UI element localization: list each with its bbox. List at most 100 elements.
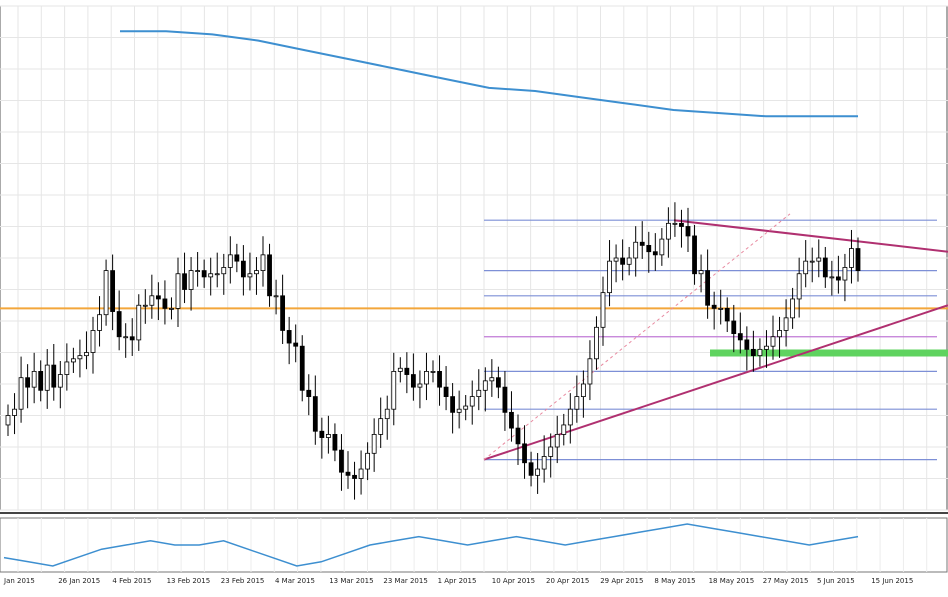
candle	[410, 353, 416, 401]
candle	[777, 316, 782, 358]
candles	[5, 202, 861, 500]
candle	[38, 360, 44, 402]
support-zone	[710, 349, 948, 357]
x-tick-label: 18 May 2015	[709, 577, 755, 585]
candle-body	[44, 364, 50, 391]
candle	[587, 340, 593, 401]
candle-body	[587, 358, 593, 385]
candle	[254, 257, 259, 295]
candle-body	[522, 443, 527, 464]
candle	[737, 312, 743, 354]
candle-body	[38, 370, 44, 391]
candle-body	[633, 241, 639, 259]
falling-trendline	[673, 219, 948, 253]
candle-body	[325, 433, 331, 438]
candle-body	[790, 298, 796, 319]
candle	[201, 259, 207, 288]
candle-body	[626, 257, 632, 265]
candle-body	[803, 260, 809, 275]
candle-body	[757, 348, 763, 357]
candle-body	[378, 418, 384, 435]
candle	[829, 260, 835, 296]
candle	[561, 413, 567, 446]
candle	[711, 291, 717, 330]
candle	[136, 294, 142, 351]
candle	[430, 360, 436, 383]
x-tick-label: 23 Mar 2015	[383, 577, 427, 585]
candle	[554, 415, 560, 464]
candle	[116, 290, 122, 351]
candle	[796, 257, 802, 318]
candle-body	[227, 254, 233, 268]
candle-body	[12, 408, 17, 416]
candle	[809, 247, 815, 283]
candle	[169, 297, 174, 320]
candle	[25, 364, 31, 409]
moving-average-line	[120, 30, 858, 118]
candle-body	[97, 314, 102, 331]
candle	[672, 202, 678, 237]
candle	[639, 221, 645, 259]
candle-body	[515, 427, 521, 445]
candle-body	[234, 254, 240, 262]
candle	[437, 355, 442, 406]
candle-body	[639, 241, 645, 246]
candle-body	[509, 411, 514, 429]
candle-body	[358, 468, 364, 479]
candle-body	[541, 456, 547, 470]
candle	[31, 352, 37, 404]
candle-body	[607, 260, 612, 294]
candle-body	[692, 235, 697, 275]
candle-body	[705, 270, 711, 306]
candle	[469, 380, 475, 425]
candle	[123, 323, 129, 358]
candle-body	[25, 377, 31, 388]
candle-body	[685, 226, 691, 237]
candle	[57, 361, 63, 409]
candle	[260, 236, 266, 287]
candle-body	[240, 260, 246, 278]
x-tick-label: 27 May 2015	[763, 577, 809, 585]
candle	[659, 228, 665, 266]
candle-body	[424, 370, 429, 385]
candle	[332, 423, 338, 462]
candle	[404, 352, 410, 394]
x-tick-label: 15 Jun 2015	[871, 577, 913, 585]
candle	[208, 257, 214, 296]
x-tick-label: 10 Apr 2015	[492, 577, 535, 585]
candle-body	[208, 273, 214, 278]
x-tick-label: Jan 2015	[3, 577, 35, 585]
indicator-panel-frame	[0, 517, 948, 573]
candle-body	[260, 254, 266, 272]
candle	[312, 375, 318, 445]
candle-body	[816, 257, 822, 262]
candle	[195, 252, 201, 287]
candle-body	[437, 370, 442, 388]
candle	[620, 239, 626, 281]
candle-body	[384, 408, 390, 420]
candle	[424, 352, 429, 401]
x-tick-label: 23 Feb 2015	[221, 577, 265, 585]
candle	[679, 209, 684, 248]
candle	[247, 252, 253, 291]
candle-body	[574, 396, 580, 410]
candle	[5, 404, 11, 436]
candle-body	[469, 396, 475, 407]
candle	[64, 343, 70, 391]
candle-body	[286, 330, 292, 344]
candle	[378, 397, 384, 448]
candle	[842, 253, 848, 302]
candle-body	[319, 430, 325, 438]
candle	[816, 239, 822, 278]
candle	[705, 249, 711, 319]
candle	[325, 415, 331, 454]
candle-body	[476, 389, 482, 397]
candle	[646, 231, 652, 273]
candle-body	[129, 336, 135, 341]
candle	[12, 393, 17, 435]
candle	[70, 347, 76, 373]
candle	[240, 245, 246, 296]
candle	[522, 425, 527, 479]
candle	[580, 370, 586, 418]
candle	[358, 450, 364, 495]
